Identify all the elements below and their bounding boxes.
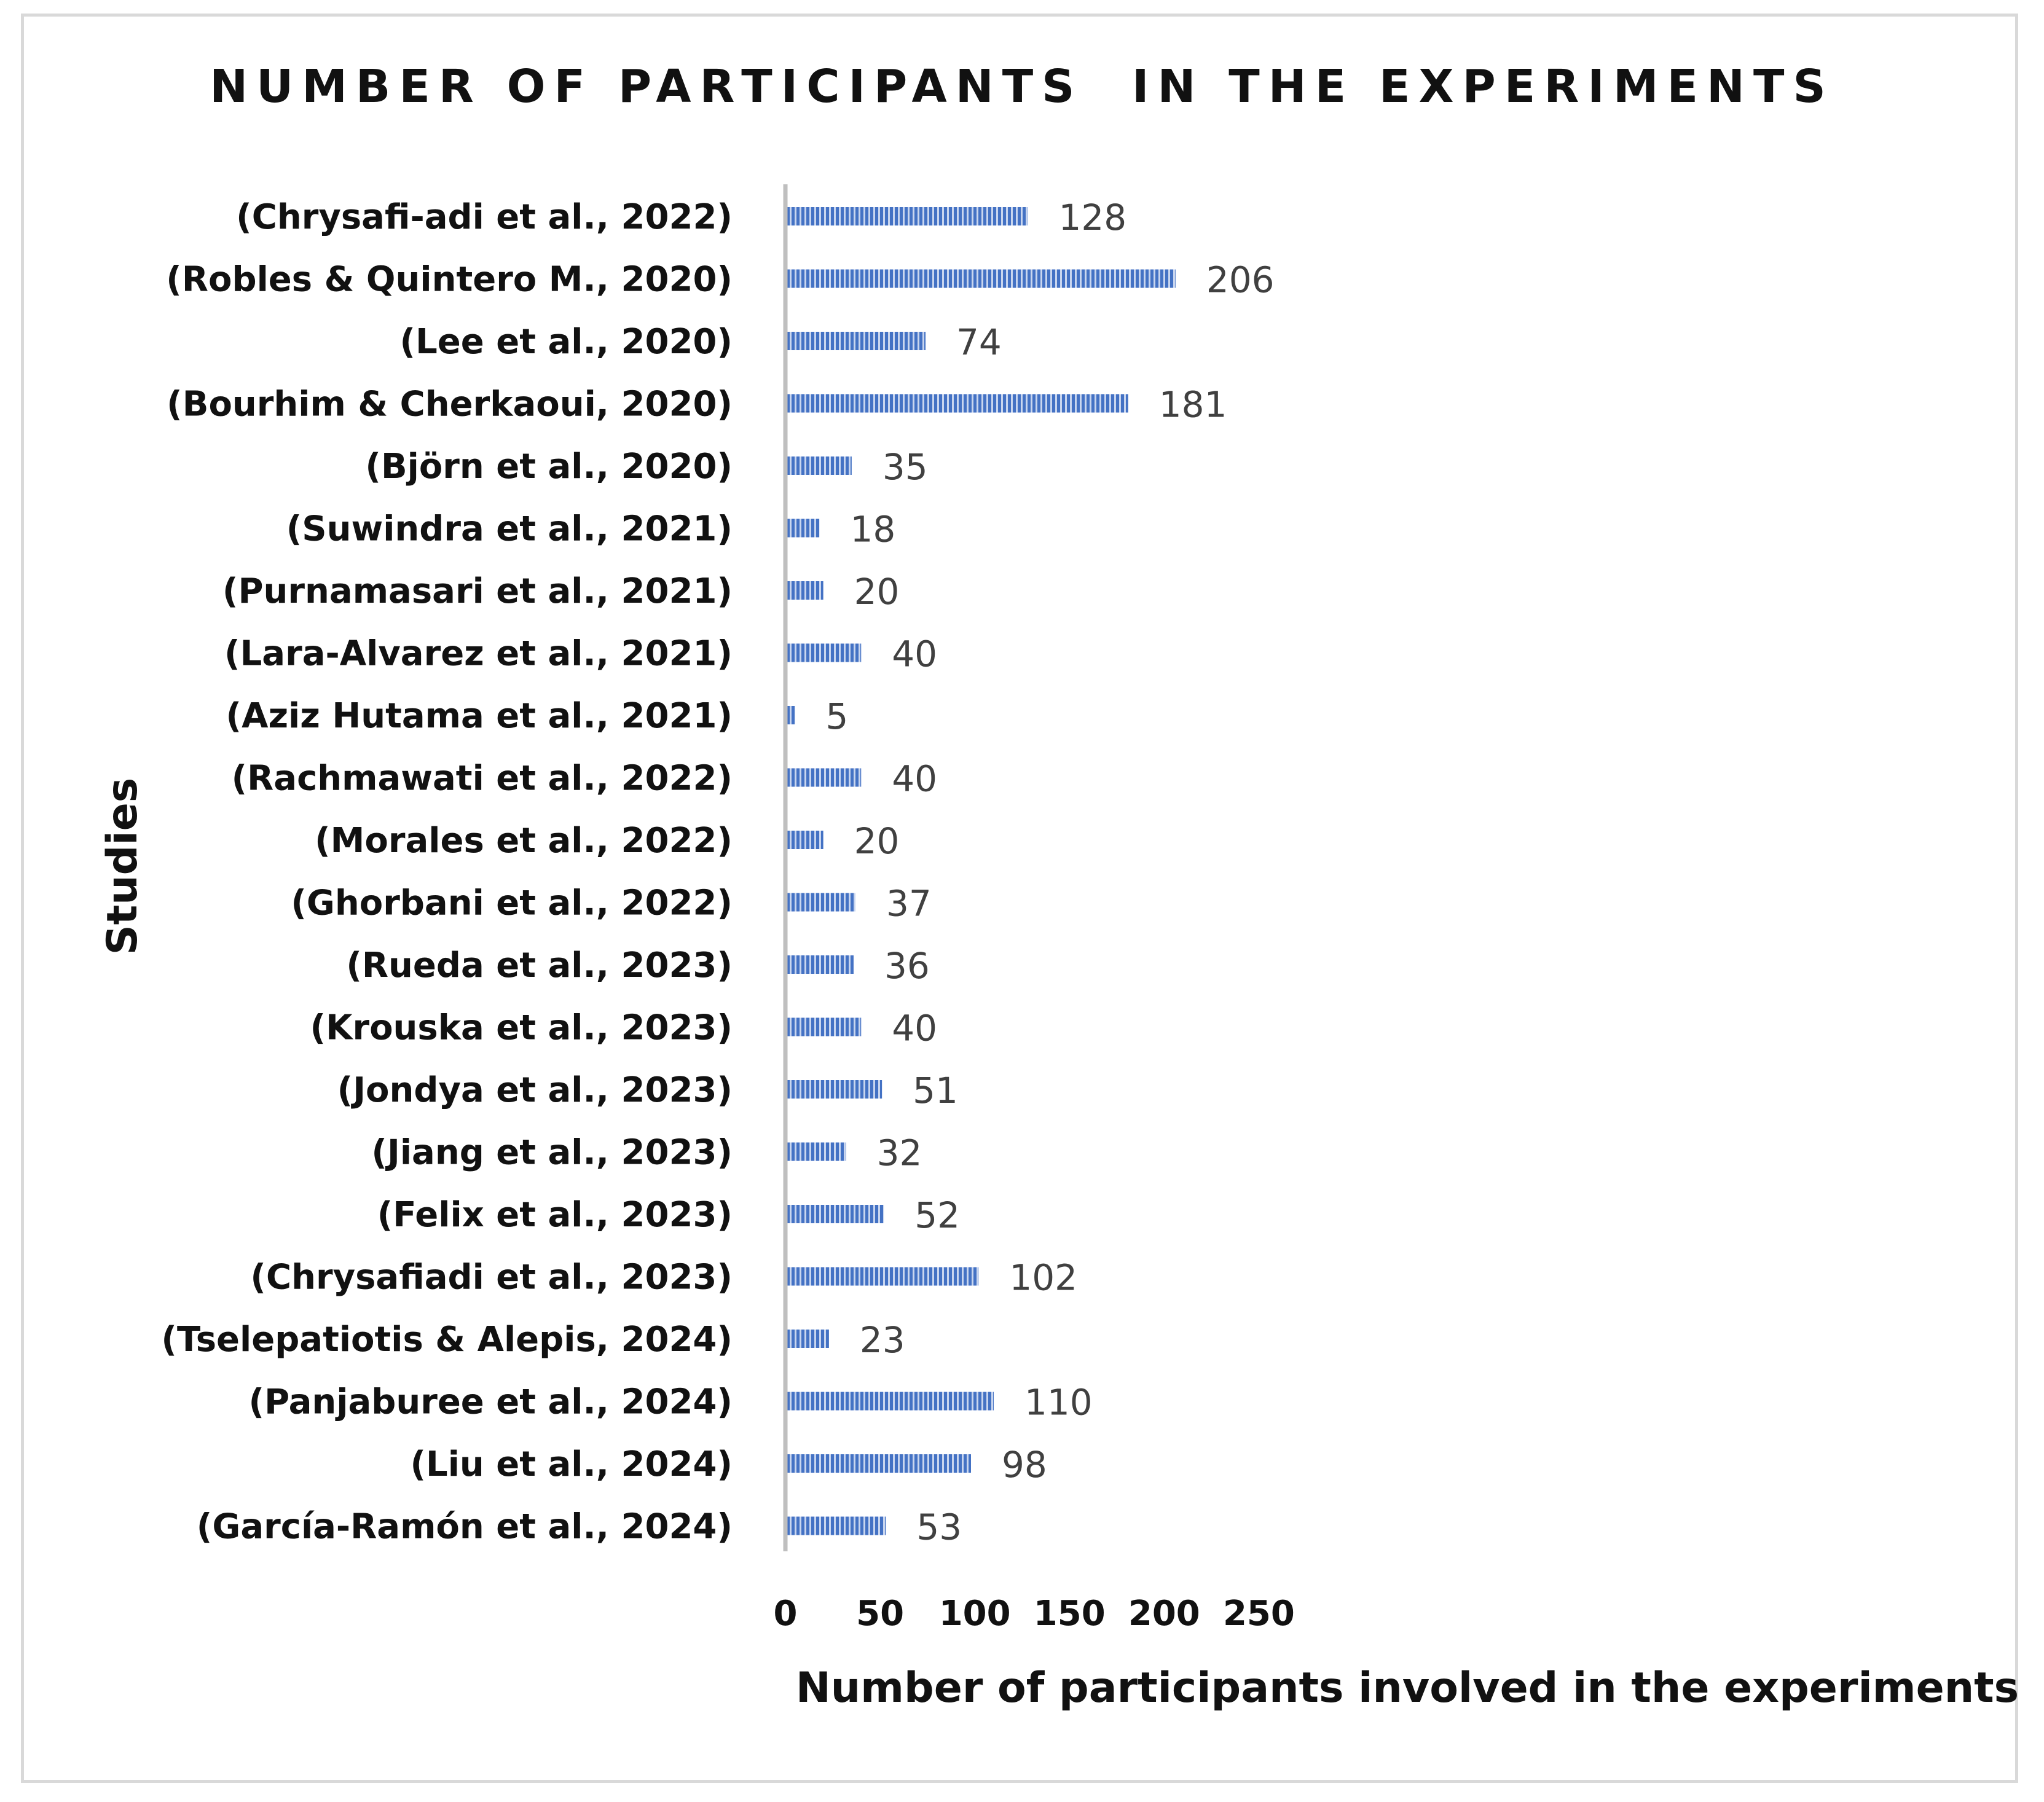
chart-title: NUMBER OF PARTICIPANTS IN THE EXPERIMENT… (210, 60, 1834, 113)
bars-group (785, 207, 1176, 1535)
value-label: 206 (1206, 259, 1275, 301)
value-label: 40 (892, 1008, 937, 1049)
x-tick-label: 200 (1128, 1594, 1200, 1634)
value-label: 110 (1024, 1382, 1093, 1424)
x-tick-label: 50 (856, 1594, 904, 1634)
value-label: 18 (850, 509, 895, 550)
value-label: 20 (854, 571, 900, 613)
value-label: 102 (1009, 1257, 1077, 1299)
bar (785, 1454, 971, 1473)
bar (785, 581, 823, 600)
category-label: (Jondya et al., 2023) (337, 1070, 733, 1110)
category-label: (Chrysafi-adi et al., 2022) (236, 197, 733, 237)
category-label: (Morales et al., 2022) (315, 821, 733, 861)
bar (785, 643, 862, 662)
value-label: 32 (877, 1132, 922, 1174)
value-label: 51 (913, 1070, 958, 1111)
y-axis-title: Studies (98, 778, 147, 955)
chart-frame (21, 14, 2018, 1783)
value-label: 98 (1002, 1444, 1047, 1486)
value-labels-group: 128 206 74 181 35 18 20 40 5 40 20 37 36 40 51 32 52 102 2… (825, 197, 1274, 1548)
bar (785, 519, 820, 538)
category-label: (Lara-Alvarez et al., 2021) (224, 634, 733, 674)
value-label: 40 (892, 633, 937, 675)
value-label: 40 (892, 758, 937, 800)
category-label: (Liu et al., 2024) (410, 1444, 733, 1484)
category-label: (Aziz Hutama et al., 2021) (226, 696, 733, 736)
category-label: (Chrysafiadi et al., 2023) (250, 1258, 733, 1298)
category-label: (Bourhim & Cherkaoui, 2020) (167, 385, 733, 425)
value-label: 35 (882, 446, 928, 488)
category-label: (Björn et al., 2020) (365, 447, 733, 487)
category-labels-group: (Chrysafi-adi et al., 2022) (Robles & Qui… (161, 197, 733, 1547)
bar (785, 269, 1176, 288)
category-label: (García-Ramón et al., 2024) (197, 1507, 733, 1547)
value-label: 23 (860, 1319, 905, 1361)
category-label: (Rueda et al., 2023) (346, 946, 733, 985)
bar (785, 893, 856, 912)
category-label: (Lee et al., 2020) (400, 322, 733, 362)
value-label: 5 (825, 695, 848, 737)
bar (785, 1392, 994, 1411)
value-label: 20 (854, 820, 900, 862)
bar (785, 332, 926, 350)
bar (785, 1080, 882, 1099)
bar (785, 394, 1128, 413)
value-label: 52 (914, 1194, 960, 1236)
bar (785, 1267, 979, 1286)
category-label: (Jiang et al., 2023) (371, 1133, 733, 1173)
x-tick-label: 150 (1034, 1594, 1106, 1634)
x-axis-title: Number of participants involved in the e… (796, 1664, 2019, 1712)
category-label: (Ghorbani et al., 2022) (291, 883, 733, 923)
value-label: 128 (1058, 197, 1126, 238)
bar (785, 1330, 829, 1348)
value-label: 53 (916, 1506, 962, 1548)
bar (785, 456, 852, 475)
category-label: (Rachmawati et al., 2022) (232, 759, 733, 799)
value-label: 74 (956, 321, 1002, 363)
bar (785, 1205, 884, 1223)
x-tick-label: 0 (774, 1594, 798, 1634)
x-tick-labels-group: 0 50 100 150 200 250 (774, 1594, 1295, 1634)
category-label: (Suwindra et al., 2021) (286, 509, 733, 549)
category-label: (Tselepatiotis & Alepis, 2024) (161, 1320, 733, 1360)
bar (785, 831, 823, 849)
value-label: 37 (886, 883, 932, 925)
category-label: (Krouska et al., 2023) (310, 1008, 733, 1048)
category-label: (Panjaburee et al., 2024) (248, 1382, 733, 1422)
bar (785, 1516, 886, 1535)
bar (785, 706, 795, 724)
value-label: 36 (884, 945, 930, 987)
value-label: 181 (1159, 384, 1227, 426)
bar (785, 955, 854, 974)
category-label: (Robles & Quintero M., 2020) (166, 260, 733, 300)
bar (785, 768, 862, 787)
bar (785, 207, 1028, 225)
category-label: (Purnamasari et al., 2021) (222, 571, 733, 611)
bar (785, 1142, 846, 1161)
x-tick-label: 250 (1223, 1594, 1295, 1634)
bar (785, 1017, 862, 1036)
category-label: (Felix et al., 2023) (377, 1195, 733, 1235)
x-tick-label: 100 (939, 1594, 1011, 1634)
